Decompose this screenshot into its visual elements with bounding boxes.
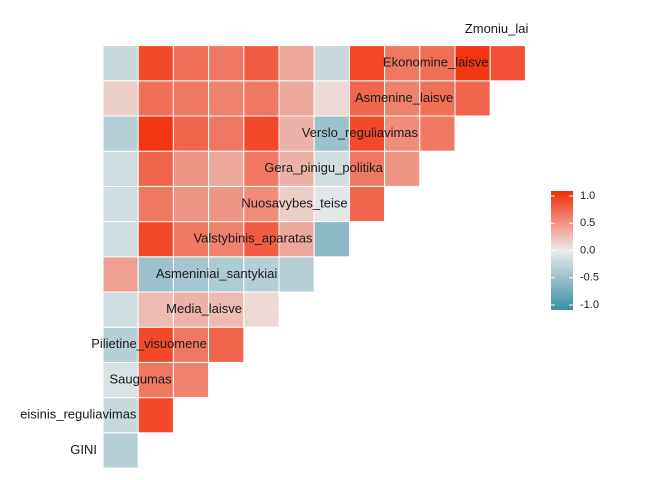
heatmap-cell — [348, 80, 386, 117]
variable-label: Asmenine_laisve — [355, 90, 453, 105]
heatmap-cell — [102, 80, 139, 117]
heatmap-cell — [243, 115, 280, 152]
variable-label: Valstybinis_aparatas — [193, 231, 312, 246]
heatmap-cell — [208, 45, 245, 82]
legend-tick-label: 0.0 — [580, 244, 595, 256]
variable-labels: GINI eisinis_reguliavimas Saugumas Pilietin… — [20, 21, 528, 457]
heatmap-cell — [102, 150, 139, 187]
heatmap-cell — [102, 221, 139, 258]
heatmap-cell — [137, 115, 174, 152]
heatmap-cell — [102, 185, 139, 223]
heatmap-cell — [172, 45, 210, 82]
heatmap-cell — [137, 80, 174, 117]
heatmap-cell — [172, 291, 210, 328]
color-legend: 1.0 0.5 0.0 -0.5 -1.0 — [551, 190, 599, 311]
variable-label: Asmeniniai_santykiai — [156, 266, 278, 281]
heatmap-cell — [454, 80, 491, 117]
variable-label: eisinis_reguliavimas — [20, 407, 137, 422]
variable-label: Saugumas — [109, 371, 172, 386]
heatmap-cell — [208, 326, 245, 363]
heatmap-cell — [208, 185, 245, 223]
heatmap-cell — [137, 185, 174, 223]
heatmap-cell — [243, 45, 280, 82]
legend-ticks: 1.0 0.5 0.0 -0.5 -1.0 — [551, 190, 599, 311]
variable-label: Media_laisve — [166, 301, 242, 316]
variable-label: Verslo_reguliavimas — [302, 125, 419, 140]
heatmap-cell — [172, 150, 210, 187]
heatmap-cell — [243, 221, 280, 258]
legend-tick-label: 1.0 — [580, 190, 595, 202]
heatmap-cell — [208, 291, 245, 328]
heatmap-cell — [137, 221, 174, 258]
legend-tick-label: 0.5 — [580, 217, 595, 229]
heatmap-cell — [278, 45, 315, 82]
variable-label: Nuosavybes_teise — [241, 195, 347, 210]
heatmap-cell — [278, 256, 315, 293]
heatmap-cell — [348, 45, 386, 82]
heatmap-cell — [102, 115, 139, 152]
heatmap-cell — [243, 185, 280, 223]
heatmap-cell — [172, 115, 210, 152]
heatmap-cell — [102, 45, 139, 82]
heatmap-cell — [102, 256, 139, 293]
heatmap-cell — [243, 256, 280, 293]
heatmap-cell — [278, 80, 315, 117]
heatmap-cell — [172, 361, 210, 399]
heatmap-cell — [313, 150, 350, 187]
heatmap-cell — [313, 80, 350, 117]
heatmap-cell — [172, 185, 210, 223]
variable-label: Ekonomine_laisve — [383, 55, 489, 70]
legend-colorbar — [551, 191, 573, 310]
heatmap-cells — [102, 45, 526, 469]
variable-label: GINI — [70, 442, 97, 457]
heatmap-cell — [243, 291, 280, 328]
legend-tick-label: -1.0 — [580, 299, 599, 311]
heatmap-cell — [313, 221, 350, 258]
heatmap-cell — [278, 115, 315, 152]
heatmap-cell — [137, 326, 174, 363]
variable-label: Pilietine_visuomene — [91, 336, 207, 351]
heatmap-cell — [278, 221, 315, 258]
heatmap-cell — [172, 326, 210, 363]
heatmap-cell — [102, 361, 139, 399]
heatmap-cell — [454, 45, 491, 82]
heatmap-cell — [489, 45, 526, 82]
heatmap-cell — [348, 115, 386, 152]
heatmap-cell — [313, 185, 350, 223]
variable-label: Gera_pinigu_politika — [264, 160, 383, 175]
heatmap-cell — [384, 115, 421, 152]
legend-tick-label: -0.5 — [580, 272, 599, 284]
heatmap-cell — [137, 256, 174, 293]
heatmap-cell — [102, 397, 139, 434]
heatmap-cell — [384, 150, 421, 187]
heatmap-cell — [208, 115, 245, 152]
heatmap-cell — [278, 185, 315, 223]
heatmap-cell — [102, 432, 139, 469]
heatmap-cell — [208, 80, 245, 117]
heatmap-cell — [172, 80, 210, 117]
heatmap-cell — [243, 80, 280, 117]
heatmap-cell — [102, 291, 139, 328]
heatmap-cell — [348, 185, 386, 223]
heatmap-cell — [208, 150, 245, 187]
heatmap-cell — [137, 291, 174, 328]
heatmap-cell — [137, 150, 174, 187]
heatmap-cell — [137, 397, 174, 434]
heatmap-cell — [313, 45, 350, 82]
heatmap-cell — [208, 256, 245, 293]
variable-label: Zmoniu_lai — [465, 21, 529, 36]
heatmap-cell — [419, 115, 456, 152]
heatmap-cell — [137, 45, 174, 82]
